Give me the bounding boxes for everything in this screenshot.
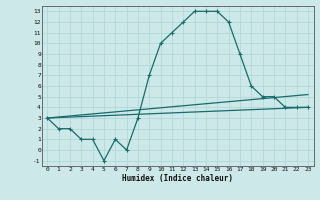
X-axis label: Humidex (Indice chaleur): Humidex (Indice chaleur) — [122, 174, 233, 183]
